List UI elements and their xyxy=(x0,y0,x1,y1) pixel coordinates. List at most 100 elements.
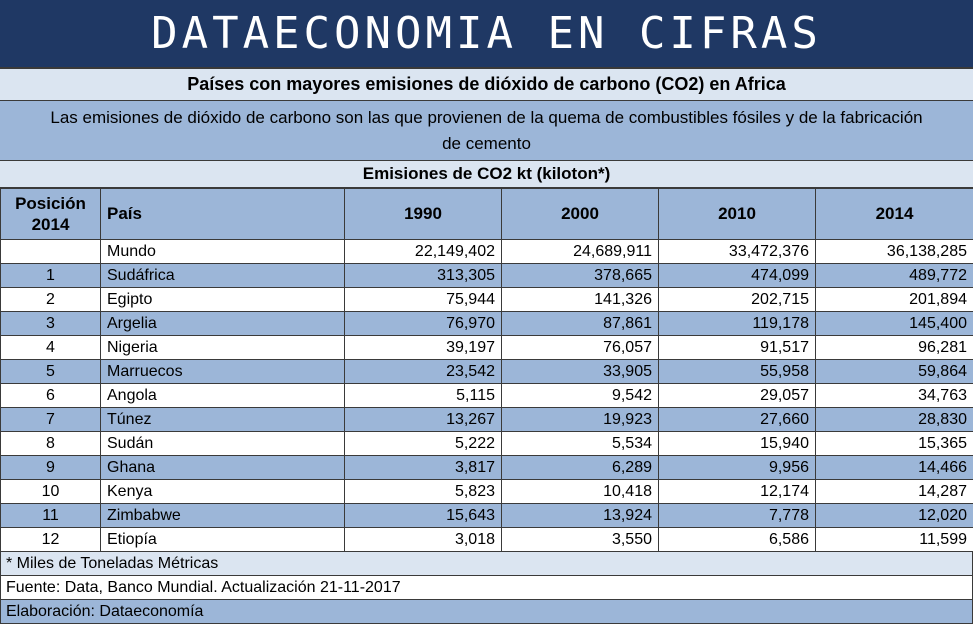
cell-2010: 15,940 xyxy=(658,431,816,456)
cell-position: 5 xyxy=(0,359,101,384)
cell-position: 1 xyxy=(0,263,101,288)
cell-position: 3 xyxy=(0,311,101,336)
cell-2000: 87,861 xyxy=(501,311,659,336)
cell-2014: 14,466 xyxy=(815,455,973,480)
cell-1990: 5,222 xyxy=(344,431,502,456)
cell-2010: 12,174 xyxy=(658,479,816,504)
cell-2000: 5,534 xyxy=(501,431,659,456)
cell-1990: 5,115 xyxy=(344,383,502,408)
cell-2014: 28,830 xyxy=(815,407,973,432)
cell-position: 8 xyxy=(0,431,101,456)
cell-position: 10 xyxy=(0,479,101,504)
table-row: 4 Nigeria 39,197 76,057 91,517 96,281 xyxy=(0,335,973,360)
table-row: 3 Argelia 76,970 87,861 119,178 145,400 xyxy=(0,311,973,336)
cell-2014: 11,599 xyxy=(815,527,973,552)
table-row: 6 Angola 5,115 9,542 29,057 34,763 xyxy=(0,383,973,408)
cell-country: Sudáfrica xyxy=(100,263,345,288)
cell-2010: 9,956 xyxy=(658,455,816,480)
cell-1990: 3,018 xyxy=(344,527,502,552)
cell-country: Nigeria xyxy=(100,335,345,360)
units-header: Emisiones de CO2 kt (kiloton*) xyxy=(0,161,973,188)
cell-2010: 119,178 xyxy=(658,311,816,336)
cell-2000: 141,326 xyxy=(501,287,659,312)
cell-2010: 29,057 xyxy=(658,383,816,408)
cell-position: 2 xyxy=(0,287,101,312)
cell-2000: 33,905 xyxy=(501,359,659,384)
cell-2000: 378,665 xyxy=(501,263,659,288)
header-country: País xyxy=(100,188,345,240)
cell-1990: 13,267 xyxy=(344,407,502,432)
table-row: 10 Kenya 5,823 10,418 12,174 14,287 xyxy=(0,479,973,504)
cell-position: 4 xyxy=(0,335,101,360)
cell-country: Angola xyxy=(100,383,345,408)
header-row: Posición 2014 País 1990 2000 2010 2014 xyxy=(0,188,973,240)
cell-1990: 76,970 xyxy=(344,311,502,336)
cell-country: Ghana xyxy=(100,455,345,480)
cell-2010: 6,586 xyxy=(658,527,816,552)
cell-position: 9 xyxy=(0,455,101,480)
cell-1990: 313,305 xyxy=(344,263,502,288)
cell-country: Marruecos xyxy=(100,359,345,384)
cell-2014: 145,400 xyxy=(815,311,973,336)
header-2010: 2010 xyxy=(658,188,816,240)
cell-1990: 5,823 xyxy=(344,479,502,504)
cell-2000: 6,289 xyxy=(501,455,659,480)
cell-2014: 36,138,285 xyxy=(815,239,973,264)
cell-country: Sudán xyxy=(100,431,345,456)
cell-2000: 76,057 xyxy=(501,335,659,360)
cell-2000: 10,418 xyxy=(501,479,659,504)
cell-2014: 59,864 xyxy=(815,359,973,384)
cell-2000: 3,550 xyxy=(501,527,659,552)
cell-2000: 13,924 xyxy=(501,503,659,528)
cell-2010: 33,472,376 xyxy=(658,239,816,264)
cell-1990: 22,149,402 xyxy=(344,239,502,264)
cell-country: Kenya xyxy=(100,479,345,504)
header-2000: 2000 xyxy=(501,188,659,240)
cell-2010: 91,517 xyxy=(658,335,816,360)
table-row: 11 Zimbabwe 15,643 13,924 7,778 12,020 xyxy=(0,503,973,528)
cell-2000: 19,923 xyxy=(501,407,659,432)
footnote-source: Fuente: Data, Banco Mundial. Actualizaci… xyxy=(0,576,973,600)
cell-2010: 202,715 xyxy=(658,287,816,312)
table-row: 2 Egipto 75,944 141,326 202,715 201,894 xyxy=(0,287,973,312)
cell-2014: 14,287 xyxy=(815,479,973,504)
cell-2014: 34,763 xyxy=(815,383,973,408)
cell-1990: 75,944 xyxy=(344,287,502,312)
cell-1990: 39,197 xyxy=(344,335,502,360)
table-row: 8 Sudán 5,222 5,534 15,940 15,365 xyxy=(0,431,973,456)
cell-2010: 7,778 xyxy=(658,503,816,528)
cell-position: 7 xyxy=(0,407,101,432)
emissions-table: Posición 2014 País 1990 2000 2010 2014 M… xyxy=(0,188,973,552)
cell-2014: 201,894 xyxy=(815,287,973,312)
cell-position: 6 xyxy=(0,383,101,408)
cell-position: 11 xyxy=(0,503,101,528)
cell-2010: 474,099 xyxy=(658,263,816,288)
header-position: Posición 2014 xyxy=(0,188,101,240)
cell-2000: 9,542 xyxy=(501,383,659,408)
cell-country: Zimbabwe xyxy=(100,503,345,528)
cell-1990: 3,817 xyxy=(344,455,502,480)
cell-position: 12 xyxy=(0,527,101,552)
table-row: 7 Túnez 13,267 19,923 27,660 28,830 xyxy=(0,407,973,432)
banner-title: DATAECONOMIA EN CIFRAS xyxy=(0,0,973,67)
cell-2000: 24,689,911 xyxy=(501,239,659,264)
cell-position xyxy=(0,239,101,264)
cell-country: Egipto xyxy=(100,287,345,312)
table-row: 12 Etiopía 3,018 3,550 6,586 11,599 xyxy=(0,527,973,552)
table-row: 5 Marruecos 23,542 33,905 55,958 59,864 xyxy=(0,359,973,384)
footnote-units: * Miles de Toneladas Métricas xyxy=(0,552,973,576)
cell-country: Argelia xyxy=(100,311,345,336)
cell-1990: 15,643 xyxy=(344,503,502,528)
header-1990: 1990 xyxy=(344,188,502,240)
cell-2010: 27,660 xyxy=(658,407,816,432)
cell-2010: 55,958 xyxy=(658,359,816,384)
table-title: Países con mayores emisiones de dióxido … xyxy=(0,67,973,101)
cell-1990: 23,542 xyxy=(344,359,502,384)
cell-2014: 12,020 xyxy=(815,503,973,528)
cell-country: Etiopía xyxy=(100,527,345,552)
cell-country: Túnez xyxy=(100,407,345,432)
table-row: Mundo 22,149,402 24,689,911 33,472,376 36,13… xyxy=(0,239,973,264)
table-row: 9 Ghana 3,817 6,289 9,956 14,466 xyxy=(0,455,973,480)
table-description: Las emisiones de dióxido de carbono son … xyxy=(0,101,973,161)
cell-2014: 15,365 xyxy=(815,431,973,456)
